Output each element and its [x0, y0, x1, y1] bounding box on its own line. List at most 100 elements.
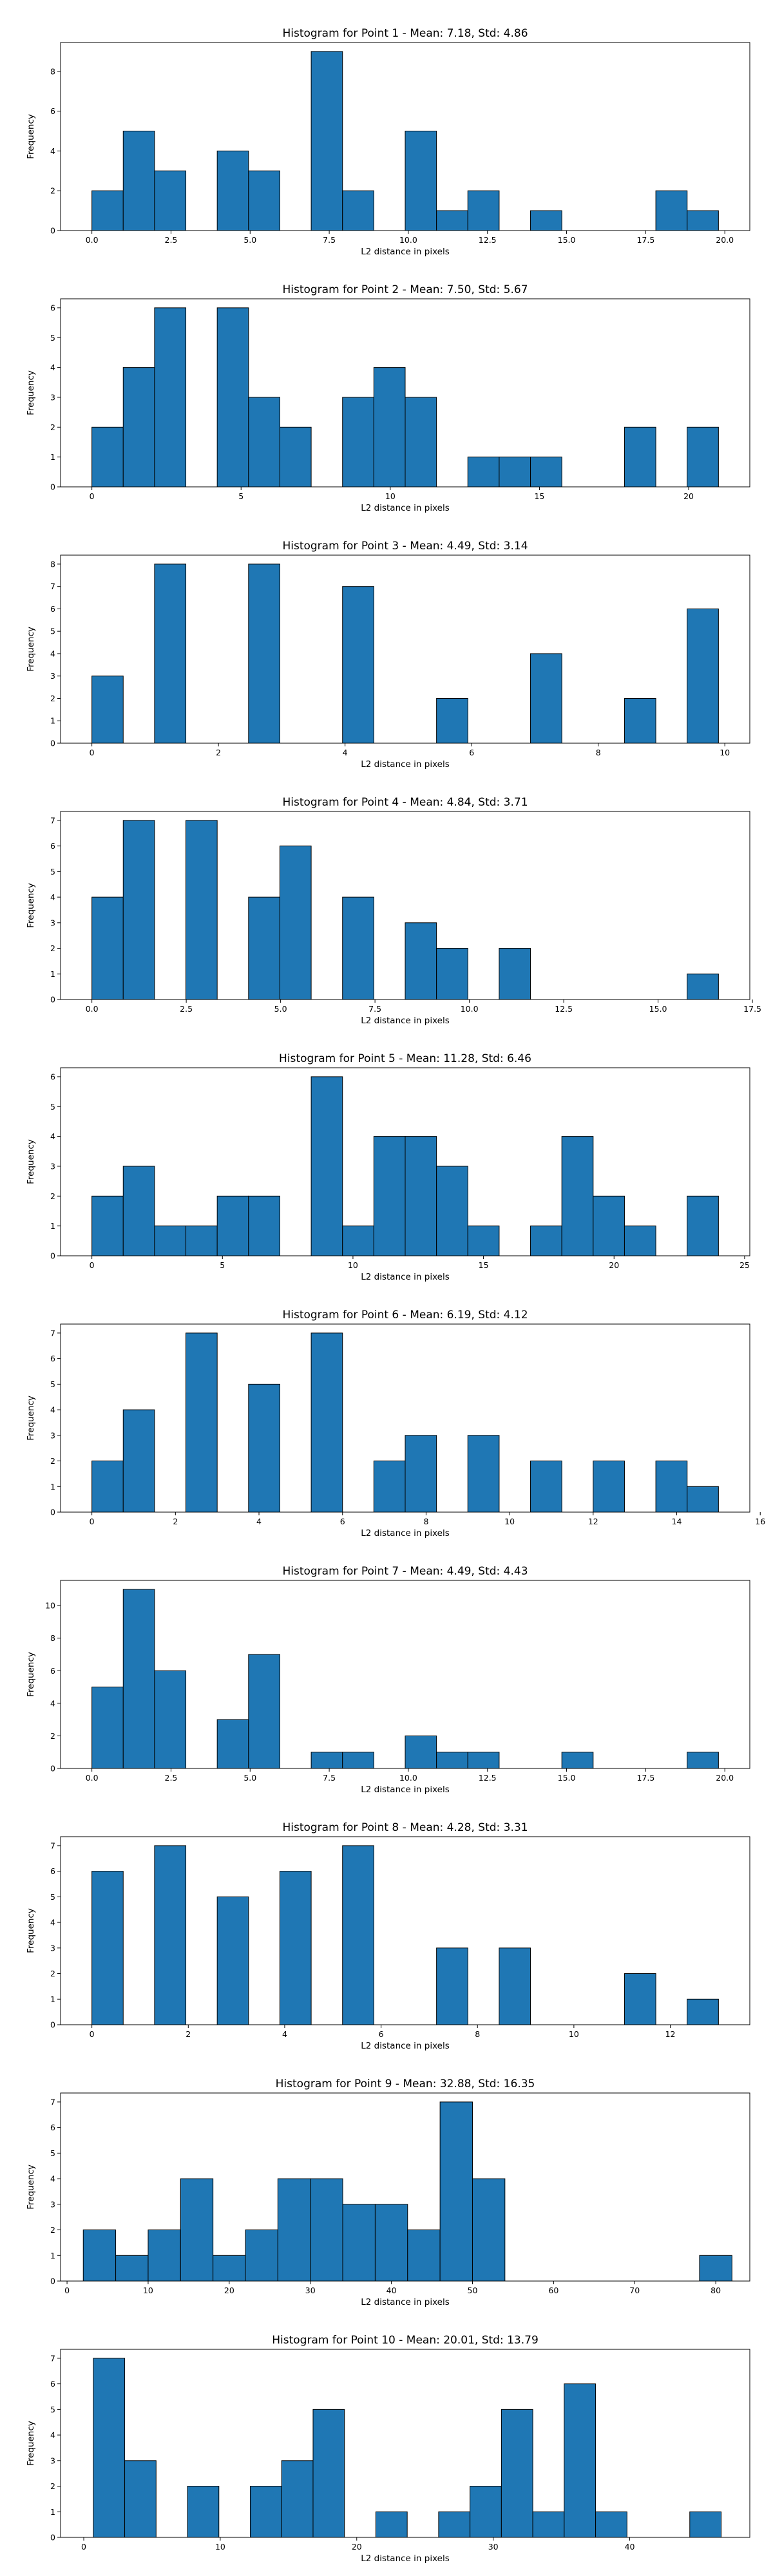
y-tick-label: 5: [50, 1892, 55, 1902]
histogram-bar: [342, 2204, 376, 2282]
histogram-bar: [439, 2101, 473, 2282]
histogram-bar: [467, 190, 500, 231]
y-tick-label: 4: [50, 1698, 55, 1708]
y-axis-label: Frequency: [26, 1139, 36, 1184]
y-axis-label: Frequency: [26, 627, 36, 672]
y-axis-label: Frequency: [26, 370, 36, 415]
histogram-bar: [248, 1654, 280, 1769]
x-tick-label: 40: [386, 2286, 397, 2295]
y-tick-label: 2: [50, 694, 55, 703]
x-tick-label: 15.0: [558, 235, 576, 245]
x-axis-label: L2 distance in pixels: [361, 2297, 449, 2307]
histogram-bar: [405, 922, 437, 1000]
y-tick-label: 1: [50, 969, 55, 979]
histogram-bar: [467, 1435, 500, 1513]
y-tick-label: 0: [50, 2533, 55, 2543]
x-tick-label: 20.0: [716, 235, 734, 245]
x-tick-label: 0: [90, 491, 95, 501]
x-axis-label: L2 distance in pixels: [361, 2041, 449, 2051]
histogram-bar: [91, 190, 124, 231]
histogram-bar: [186, 1226, 218, 1256]
x-tick-label: 12.5: [479, 235, 497, 245]
x-tick-label: 0: [90, 2029, 95, 2039]
histogram-panel-2: Histogram for Point 2 - Mean: 7.50, Std:…: [26, 283, 750, 513]
x-tick-label: 10: [504, 1517, 515, 1526]
histogram-bar: [687, 973, 719, 1000]
histogram-bar: [687, 1486, 719, 1513]
y-tick-label: 6: [50, 303, 55, 312]
histogram-bar: [593, 1461, 625, 1513]
axes-frame: [60, 1836, 750, 2025]
x-tick-label: 60: [548, 2286, 558, 2295]
x-tick-label: 15.0: [649, 1004, 667, 1014]
chart-title: Histogram for Point 7 - Mean: 4.49, Std:…: [282, 1565, 528, 1578]
x-tick-label: 10: [215, 2542, 225, 2552]
histogram-bar: [499, 948, 531, 1000]
histogram-bar: [154, 1670, 187, 1769]
y-tick-label: 3: [50, 2456, 55, 2465]
y-tick-label: 2: [50, 186, 55, 196]
y-tick-label: 4: [50, 893, 55, 902]
x-tick-label: 0: [81, 2542, 86, 2552]
histogram-bar: [436, 210, 468, 231]
histogram-bar: [405, 1735, 437, 1769]
y-axis-label: Frequency: [26, 2164, 36, 2210]
histogram-bar: [687, 1752, 719, 1769]
y-tick-label: 1: [50, 1994, 55, 2004]
y-tick-label: 1: [50, 716, 55, 726]
histogram-bar: [122, 1166, 155, 1256]
histogram-bar: [279, 426, 312, 488]
x-tick-label: 6: [379, 2029, 384, 2039]
x-axis-label: L2 distance in pixels: [361, 247, 449, 257]
axes-frame: [60, 2092, 750, 2282]
y-tick-label: 2: [50, 1969, 55, 1978]
x-tick-label: 2: [216, 748, 221, 757]
x-axis-label: L2 distance in pixels: [361, 503, 449, 513]
x-tick-label: 0.0: [86, 1004, 99, 1014]
histogram-bar: [436, 948, 468, 1000]
y-tick-label: 0: [50, 2277, 55, 2286]
x-tick-label: 4: [343, 748, 348, 757]
histogram-bar: [470, 2486, 502, 2538]
y-tick-label: 5: [50, 867, 55, 876]
axes-frame: [60, 2349, 750, 2538]
x-tick-label: 5: [238, 491, 243, 501]
histogram-bar: [655, 190, 688, 231]
y-axis-label: Frequency: [26, 883, 36, 928]
x-tick-label: 17.5: [636, 235, 654, 245]
histogram-panel-4: Histogram for Point 4 - Mean: 4.84, Std:…: [26, 796, 761, 1026]
histogram-bar: [689, 2511, 722, 2538]
y-tick-label: 6: [50, 1666, 55, 1676]
x-tick-label: 12: [588, 1517, 598, 1526]
chart-title: Histogram for Point 8 - Mean: 4.28, Std:…: [282, 1821, 528, 1834]
x-tick-label: 6: [469, 748, 474, 757]
y-tick-label: 2: [50, 1456, 55, 1466]
x-tick-label: 40: [625, 2542, 635, 2552]
histogram-panel-5: Histogram for Point 5 - Mean: 11.28, Std…: [26, 1052, 750, 1282]
histogram-bar: [310, 1752, 343, 1769]
histogram-panel-3: Histogram for Point 3 - Mean: 4.49, Std:…: [26, 540, 750, 770]
x-tick-label: 4: [282, 2029, 287, 2039]
y-tick-label: 3: [50, 1430, 55, 1440]
axes-frame: [60, 554, 750, 744]
y-axis-label: Frequency: [26, 1396, 36, 1441]
x-tick-label: 8: [475, 2029, 480, 2039]
x-tick-label: 20: [352, 2542, 362, 2552]
y-tick-label: 1: [50, 2507, 55, 2517]
chart-title: Histogram for Point 9 - Mean: 32.88, Std…: [276, 2078, 535, 2090]
histogram-bar: [248, 1383, 280, 1513]
histogram-bar: [216, 307, 249, 488]
y-tick-label: 0: [50, 1251, 55, 1261]
histogram-bar: [82, 2230, 117, 2282]
x-tick-label: 30: [488, 2542, 499, 2552]
x-tick-label: 0: [90, 1260, 95, 1270]
histogram-bar: [373, 1461, 406, 1513]
histogram-bar: [115, 2255, 149, 2282]
histogram-bar: [312, 2409, 345, 2538]
histogram-bar: [122, 131, 155, 231]
y-tick-label: 4: [50, 146, 55, 156]
x-tick-label: 0: [90, 748, 95, 757]
histogram-bar: [248, 170, 280, 231]
y-tick-label: 3: [50, 918, 55, 927]
